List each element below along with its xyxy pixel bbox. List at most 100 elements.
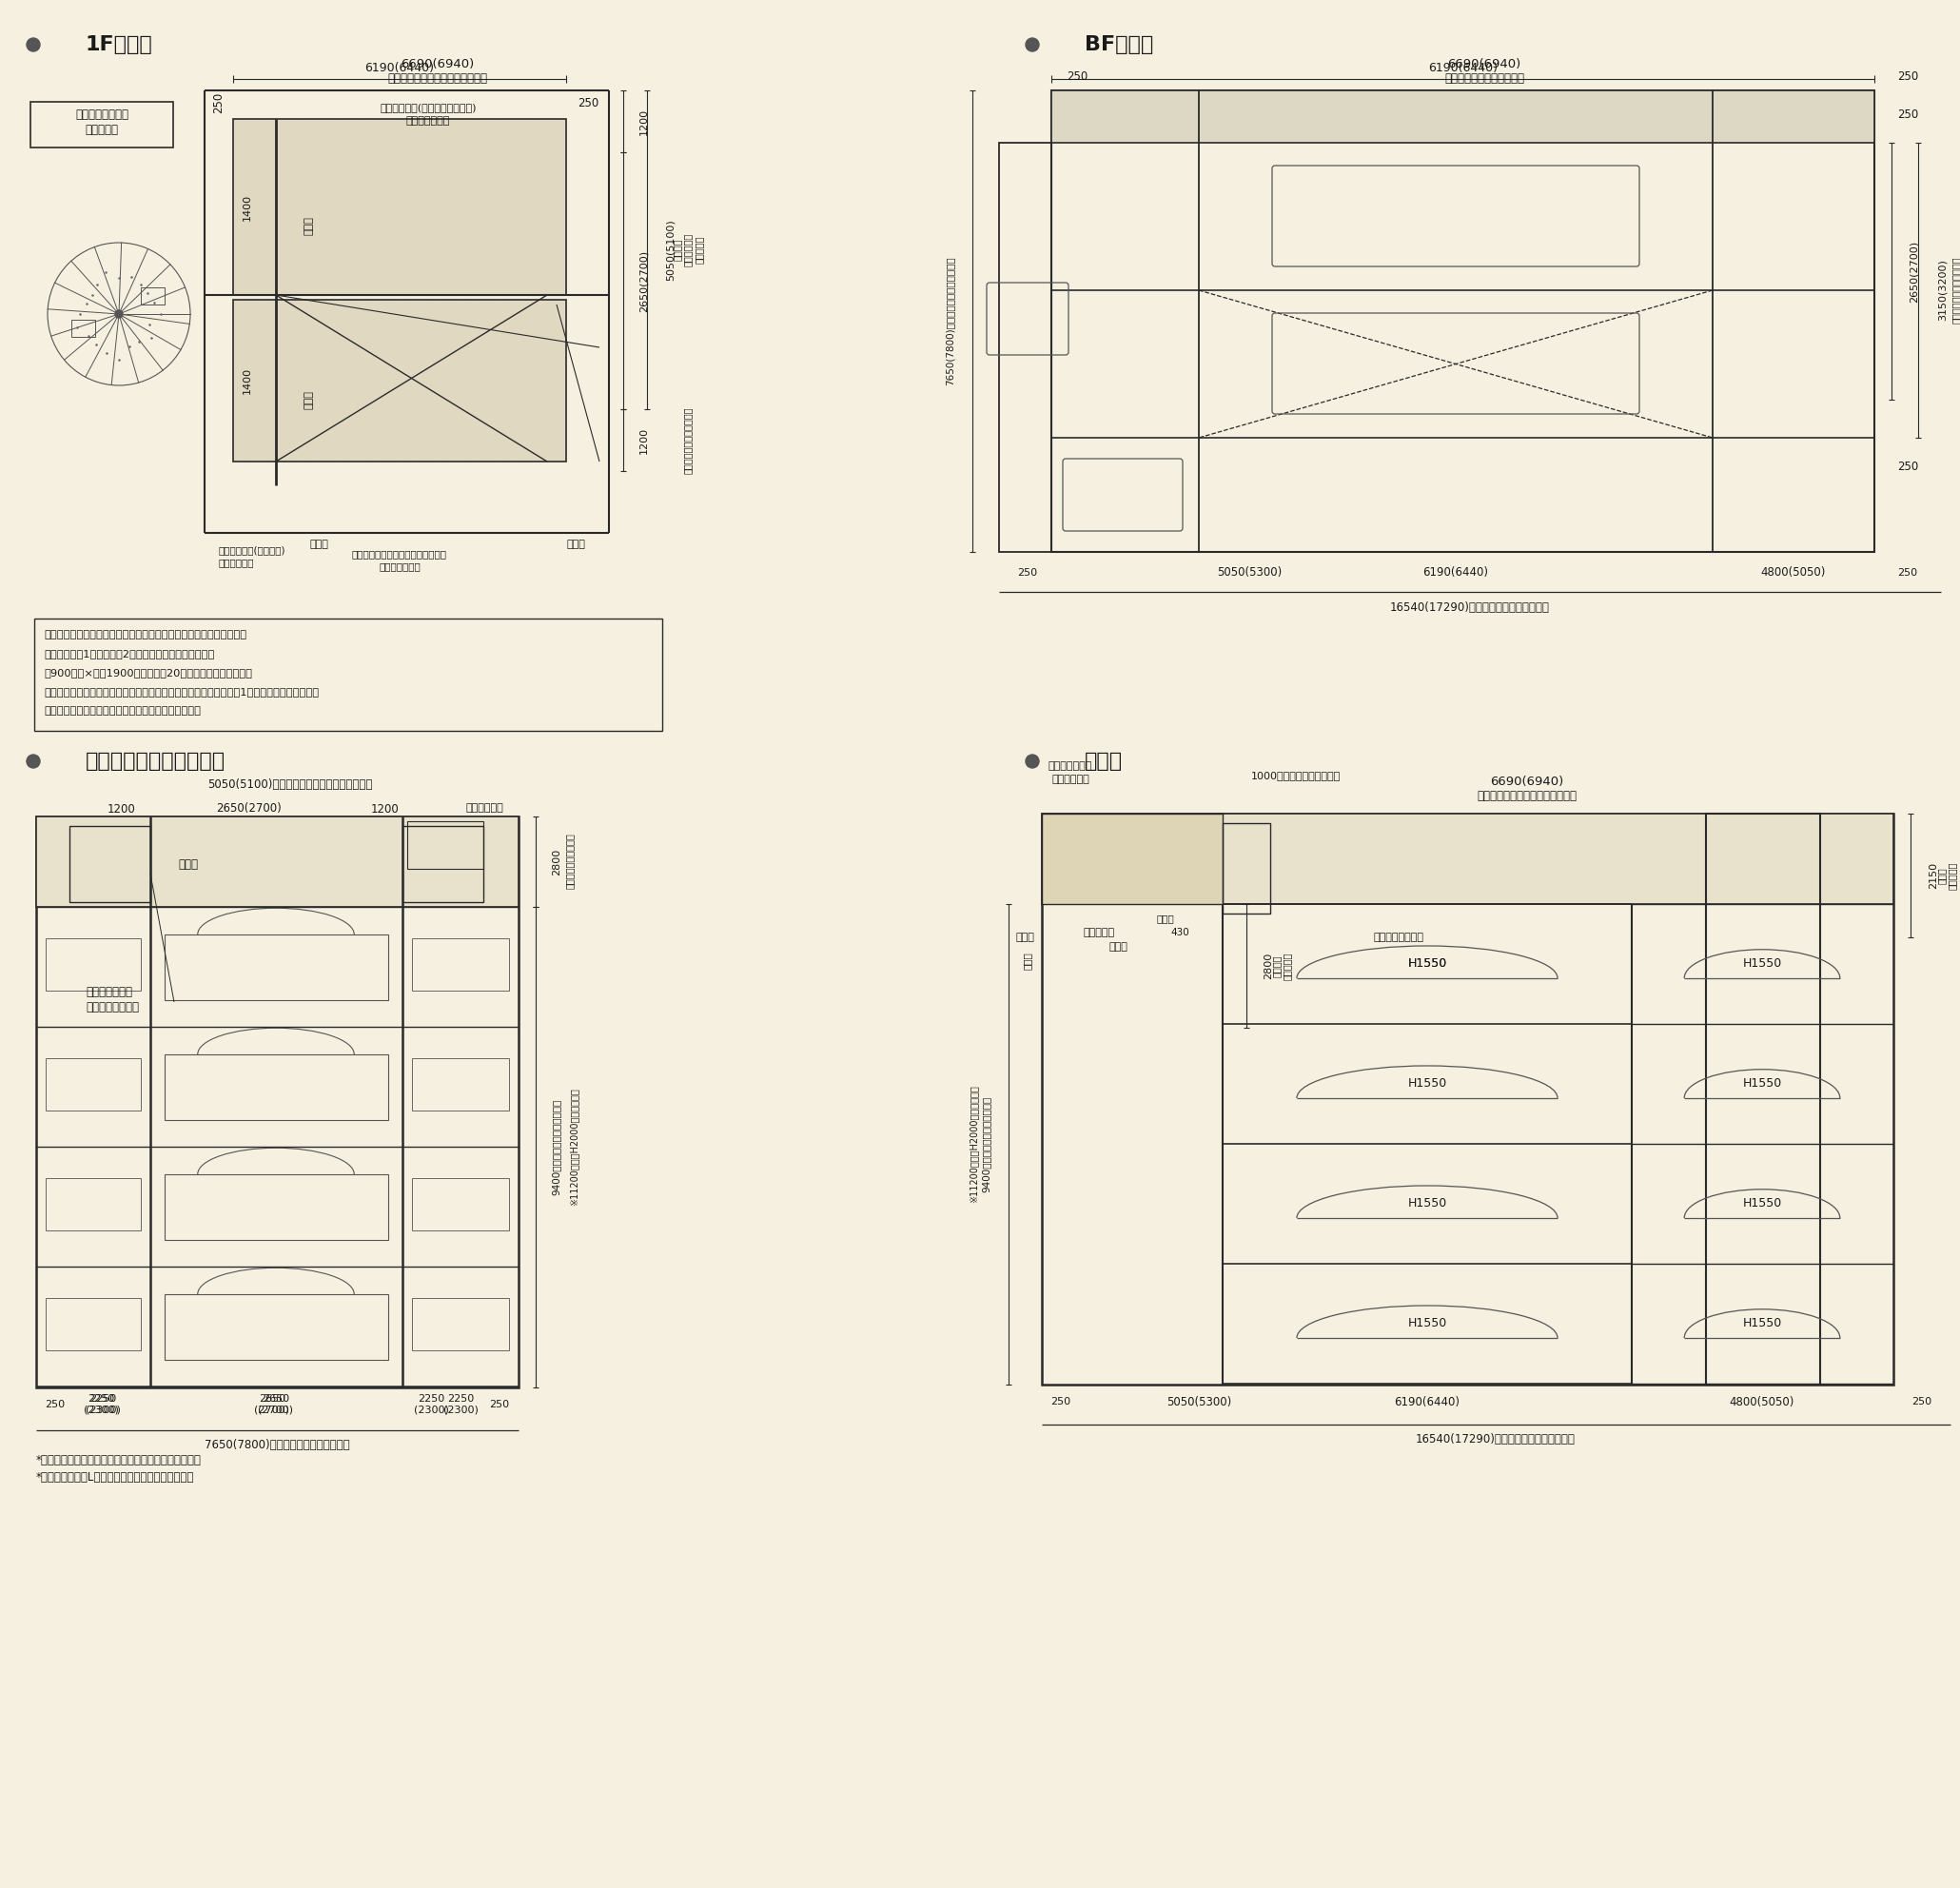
Text: （建築側工事）: （建築側工事） [406,115,451,126]
Text: 操作盤: 操作盤 [1109,942,1127,952]
Text: （建築工事）: （建築工事） [1051,774,1090,784]
Bar [45,1178,141,1231]
Text: 2650
(2700): 2650 (2700) [259,1395,294,1414]
Text: 250: 250 [1897,70,1919,83]
Text: *（　）内寸法はLサイズ車収容タイプの寸法です。: *（ ）内寸法はLサイズ車収容タイプの寸法です。 [35,1471,194,1484]
Bar [233,119,566,295]
Text: 1F平面図: 1F平面図 [86,36,153,55]
Bar [412,938,510,991]
Text: （建築
必要高さ）: （建築 必要高さ） [1936,861,1956,889]
Bar [1043,814,1893,1384]
Text: （ピット
開口・地上部
必要間口）: （ピット 開口・地上部 必要間口） [672,232,704,266]
Bar [1043,814,1223,904]
Text: 4800(5050): 4800(5050) [1760,566,1827,580]
Text: 装置安全ゲート: 装置安全ゲート [86,986,131,999]
Text: （ピット内装置必要奥行）: （ピット内装置必要奥行） [1445,72,1525,85]
Bar [69,827,151,902]
Text: （ピット開口・地上部必要奥行）: （ピット開口・地上部必要奥行） [1478,791,1578,802]
Text: 安全ゲート: 安全ゲート [1084,927,1115,936]
Text: 250: 250 [1051,1397,1070,1407]
Text: 250: 250 [1897,461,1919,472]
Text: H1550: H1550 [1742,1078,1782,1089]
Text: 緊急時避難扉(インターロック付): 緊急時避難扉(インターロック付) [380,102,476,111]
Text: 側面図: 側面図 [1084,751,1123,770]
Text: 6690(6940): 6690(6940) [1448,57,1521,70]
Text: 乗込面: 乗込面 [1015,933,1035,942]
Text: 1000（ゲート部必要奥行）: 1000（ゲート部必要奥行） [1250,770,1341,780]
Text: 点検用ハッチ(タラップ): 点検用ハッチ(タラップ) [220,546,286,555]
Bar [45,1057,141,1110]
Bar [31,102,172,147]
Bar [141,287,165,304]
Text: 4800(5050): 4800(5050) [1729,1395,1795,1408]
Text: 乗降棟: 乗降棟 [304,217,314,236]
Text: ＊後方通路寸法につきましては、お問い合わせ下さい: ＊後方通路寸法につきましては、お問い合わせ下さい [43,706,200,716]
Text: 緊急時避難扉（インターロック付）: 緊急時避難扉（インターロック付） [353,549,447,559]
Text: 3150(3200): 3150(3200) [1938,259,1948,321]
Text: H1550: H1550 [1742,957,1782,970]
Text: 監視モニター: 監視モニター [466,802,504,812]
Text: 2650
(2700): 2650 (2700) [255,1395,290,1414]
Text: 250: 250 [1897,568,1917,578]
Circle shape [27,755,39,768]
Text: 6690(6940): 6690(6940) [402,57,474,70]
Bar [33,619,662,731]
Text: 1200: 1200 [108,802,135,816]
Text: 250: 250 [1897,108,1919,121]
Text: 5050(5300): 5050(5300) [1166,1395,1231,1408]
Text: H1550: H1550 [1407,957,1446,970]
Text: 2650(2700): 2650(2700) [216,802,282,816]
Text: BF平面図: BF平面図 [1084,36,1152,55]
Text: 250: 250 [1911,1397,1933,1407]
Text: 2150: 2150 [1929,863,1938,889]
Bar [165,1054,388,1120]
Text: 7650(7800)（ピット内装置必要間口）: 7650(7800)（ピット内装置必要間口） [945,257,955,385]
Text: 6690(6940): 6690(6940) [1490,776,1564,789]
Text: 車進入: 車進入 [1156,914,1174,923]
Text: （ピット開口・地上部必要奥行）: （ピット開口・地上部必要奥行） [388,72,488,85]
Text: （建築工事）: （建築工事） [220,557,255,566]
Bar [402,827,484,902]
Text: 2650(2700): 2650(2700) [639,249,649,312]
Text: 6190(6440): 6190(6440) [1423,566,1488,580]
Circle shape [1025,755,1039,768]
Bar [412,1299,510,1350]
Text: 2250
(2300): 2250 (2300) [84,1395,120,1414]
Bar [412,1057,510,1110]
Text: 1400: 1400 [243,194,253,221]
Bar [35,816,519,906]
Text: 幅900以上×高さ1900以上　段差20以下　インターロック付: 幅900以上×高さ1900以上 段差20以下 インターロック付 [43,668,253,678]
Text: （ゲート
必要奥行）: （ゲート 必要奥行） [1272,952,1292,980]
Text: 5050(5100)（ピット開口・地上部必要開口）: 5050(5100)（ピット開口・地上部必要開口） [208,780,372,791]
Text: 中央部駐車室　　正面図: 中央部駐車室 正面図 [86,751,225,770]
Text: アルミ型材タイプ: アルミ型材タイプ [86,1001,139,1014]
Text: （ゲート部必要奥行）: （ゲート部必要奥行） [564,833,574,889]
Text: 2800: 2800 [553,848,561,876]
Bar [165,1293,388,1359]
Text: 9400（ピット内装置必要高さ）: 9400（ピット内装置必要高さ） [982,1097,992,1193]
Text: 250: 250 [578,96,598,110]
Text: 操作盤: 操作盤 [310,540,327,549]
Text: 2650(2700): 2650(2700) [1909,240,1919,302]
Text: 1200: 1200 [370,802,400,816]
Text: 9400（ピット内装置必要高さ）: 9400（ピット内装置必要高さ） [553,1099,561,1195]
Text: *消火設備については、所轄消防局に確認を要します。: *消火設備については、所轄消防局に確認を要します。 [35,1454,202,1467]
Text: H1550: H1550 [1742,1197,1782,1210]
Text: 6190(6440): 6190(6440) [1429,62,1497,74]
Text: 乗降棟: 乗降棟 [304,391,314,410]
Text: 250: 250 [212,93,225,113]
Text: ※11200（全高H2000収容の場合）: ※11200（全高H2000収容の場合） [568,1087,578,1206]
Text: 地上部装置必要奥行後方に通路確保の場合、避難扉は左右どちらか1箇所にする事が可能です: 地上部装置必要奥行後方に通路確保の場合、避難扉は左右どちらか1箇所にする事が可能… [43,687,319,697]
Text: 250: 250 [45,1399,65,1408]
Text: ※11200（全高H2000収容の場合）: ※11200（全高H2000収容の場合） [968,1086,978,1203]
Text: 6190(6440): 6190(6440) [1394,1395,1460,1408]
Text: オプション: オプション [84,123,118,136]
Text: （ピット内装置必要間口）: （ピット内装置必要間口） [1952,257,1960,323]
Bar [45,938,141,991]
Bar [1051,91,1874,551]
Bar [73,319,96,336]
Text: 5050(5300): 5050(5300) [1217,566,1282,580]
Bar [233,300,566,461]
Text: （梁）: （梁） [1023,952,1033,970]
Text: 430: 430 [1170,927,1190,936]
